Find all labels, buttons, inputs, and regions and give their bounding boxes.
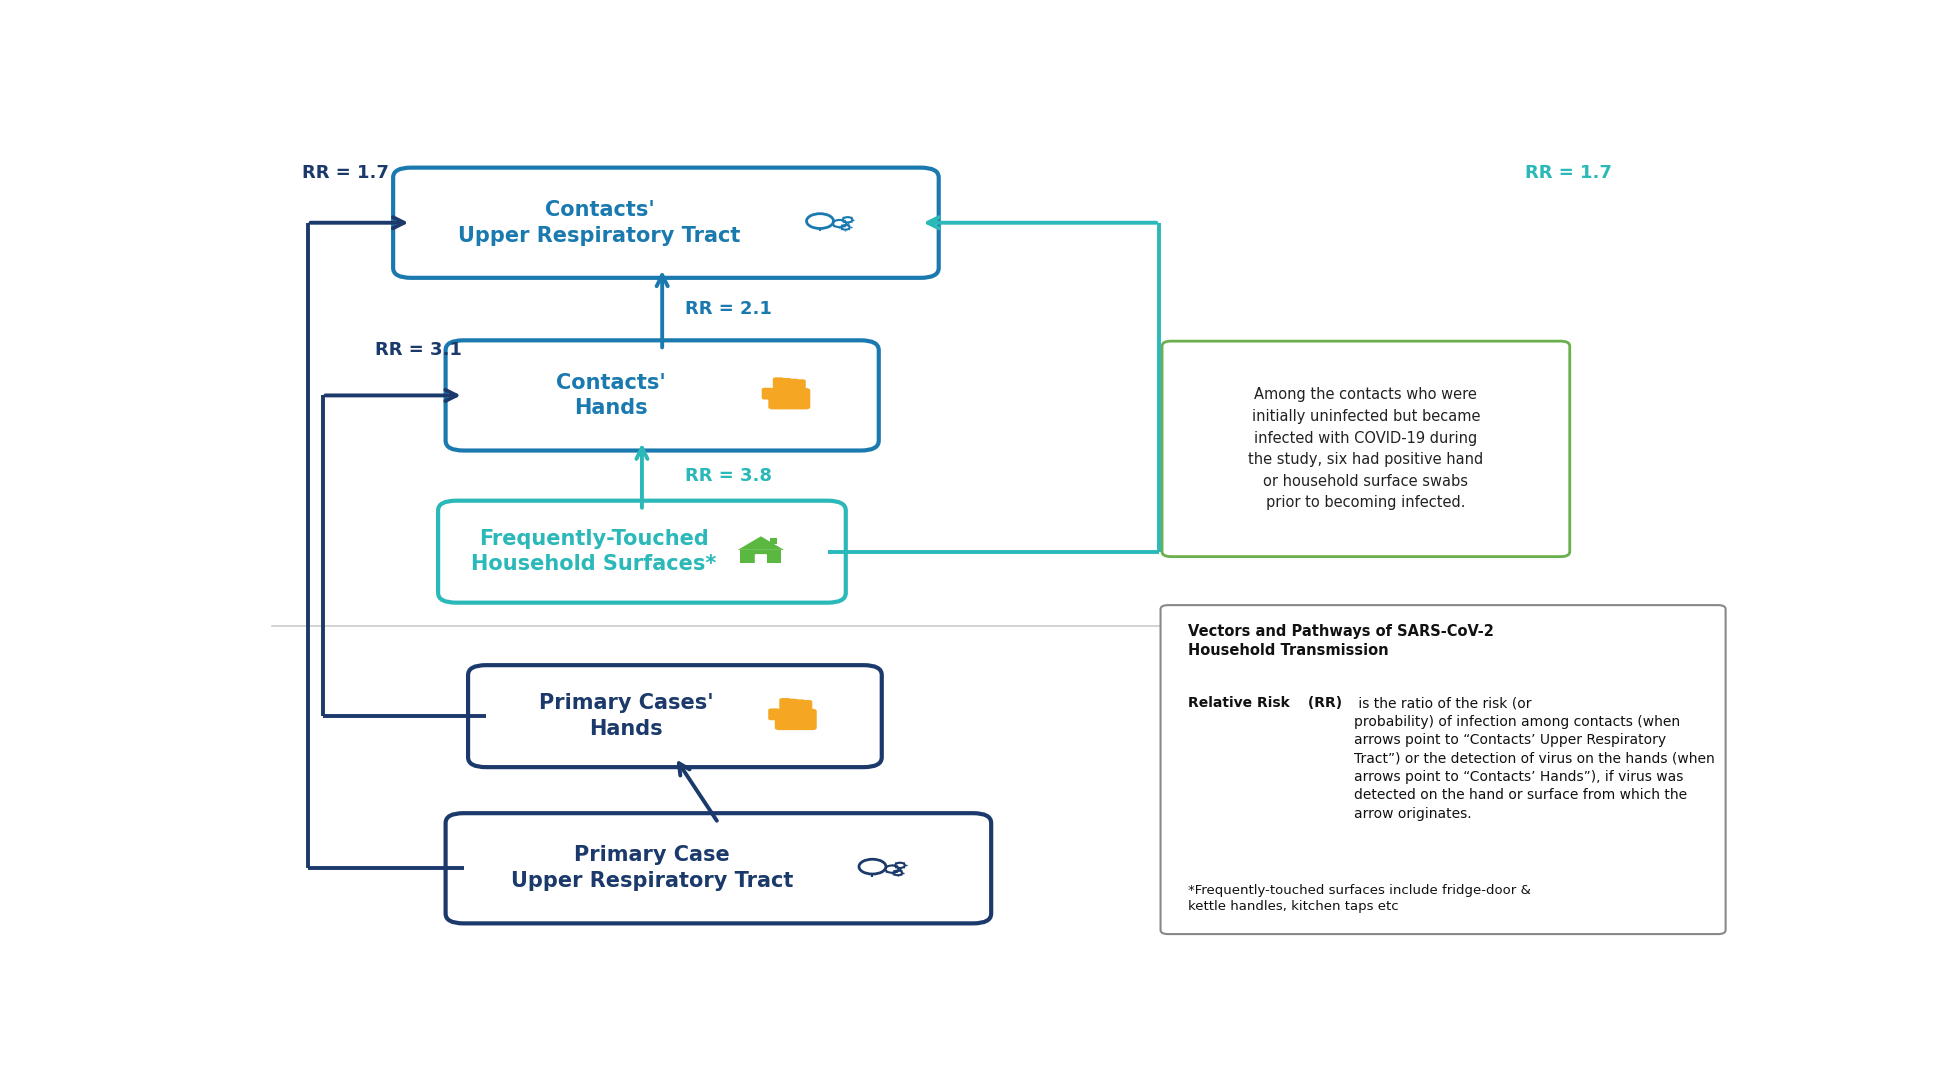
FancyBboxPatch shape [770, 537, 777, 545]
FancyBboxPatch shape [445, 813, 992, 924]
Text: RR = 3.1: RR = 3.1 [375, 341, 462, 359]
FancyBboxPatch shape [795, 379, 806, 392]
Text: Vectors and Pathways of SARS-CoV-2
Household Transmission: Vectors and Pathways of SARS-CoV-2 House… [1187, 624, 1493, 658]
FancyBboxPatch shape [762, 388, 774, 399]
Text: Primary Case
Upper Respiratory Tract: Primary Case Upper Respiratory Tract [511, 846, 793, 891]
Text: *Frequently-touched surfaces include fridge-door &
kettle handles, kitchen taps : *Frequently-touched surfaces include fri… [1187, 884, 1530, 913]
Text: Contacts'
Upper Respiratory Tract: Contacts' Upper Respiratory Tract [458, 200, 741, 246]
FancyBboxPatch shape [393, 168, 938, 278]
FancyBboxPatch shape [1162, 341, 1570, 556]
Text: RR = 2.1: RR = 2.1 [685, 300, 772, 318]
Text: Primary Cases'
Hands: Primary Cases' Hands [538, 693, 714, 739]
FancyBboxPatch shape [779, 378, 791, 392]
FancyBboxPatch shape [468, 665, 882, 767]
Text: RR = 3.8: RR = 3.8 [685, 467, 772, 485]
FancyBboxPatch shape [801, 700, 812, 713]
Text: RR = 1.7: RR = 1.7 [302, 164, 389, 183]
Text: Among the contacts who were
initially uninfected but became
infected with COVID-: Among the contacts who were initially un… [1247, 388, 1483, 511]
Polygon shape [737, 536, 783, 550]
FancyBboxPatch shape [787, 698, 799, 713]
FancyBboxPatch shape [768, 388, 810, 409]
FancyBboxPatch shape [774, 377, 783, 392]
Text: Frequently-Touched
Household Surfaces*: Frequently-Touched Household Surfaces* [472, 529, 716, 575]
Text: Contacts'
Hands: Contacts' Hands [555, 373, 665, 419]
Text: (RR): (RR) [1304, 696, 1342, 710]
FancyBboxPatch shape [787, 379, 799, 392]
Text: is the ratio of the risk (or
probability) of infection among contacts (when
arro: is the ratio of the risk (or probability… [1354, 696, 1715, 821]
FancyBboxPatch shape [445, 341, 878, 451]
FancyBboxPatch shape [439, 501, 845, 602]
FancyBboxPatch shape [754, 554, 768, 563]
FancyBboxPatch shape [768, 708, 779, 720]
FancyBboxPatch shape [793, 700, 805, 713]
FancyBboxPatch shape [1160, 606, 1725, 934]
FancyBboxPatch shape [776, 709, 816, 731]
FancyBboxPatch shape [741, 550, 781, 563]
Text: RR = 1.7: RR = 1.7 [1524, 164, 1611, 183]
Text: Relative Risk: Relative Risk [1187, 696, 1290, 710]
FancyBboxPatch shape [779, 698, 791, 713]
